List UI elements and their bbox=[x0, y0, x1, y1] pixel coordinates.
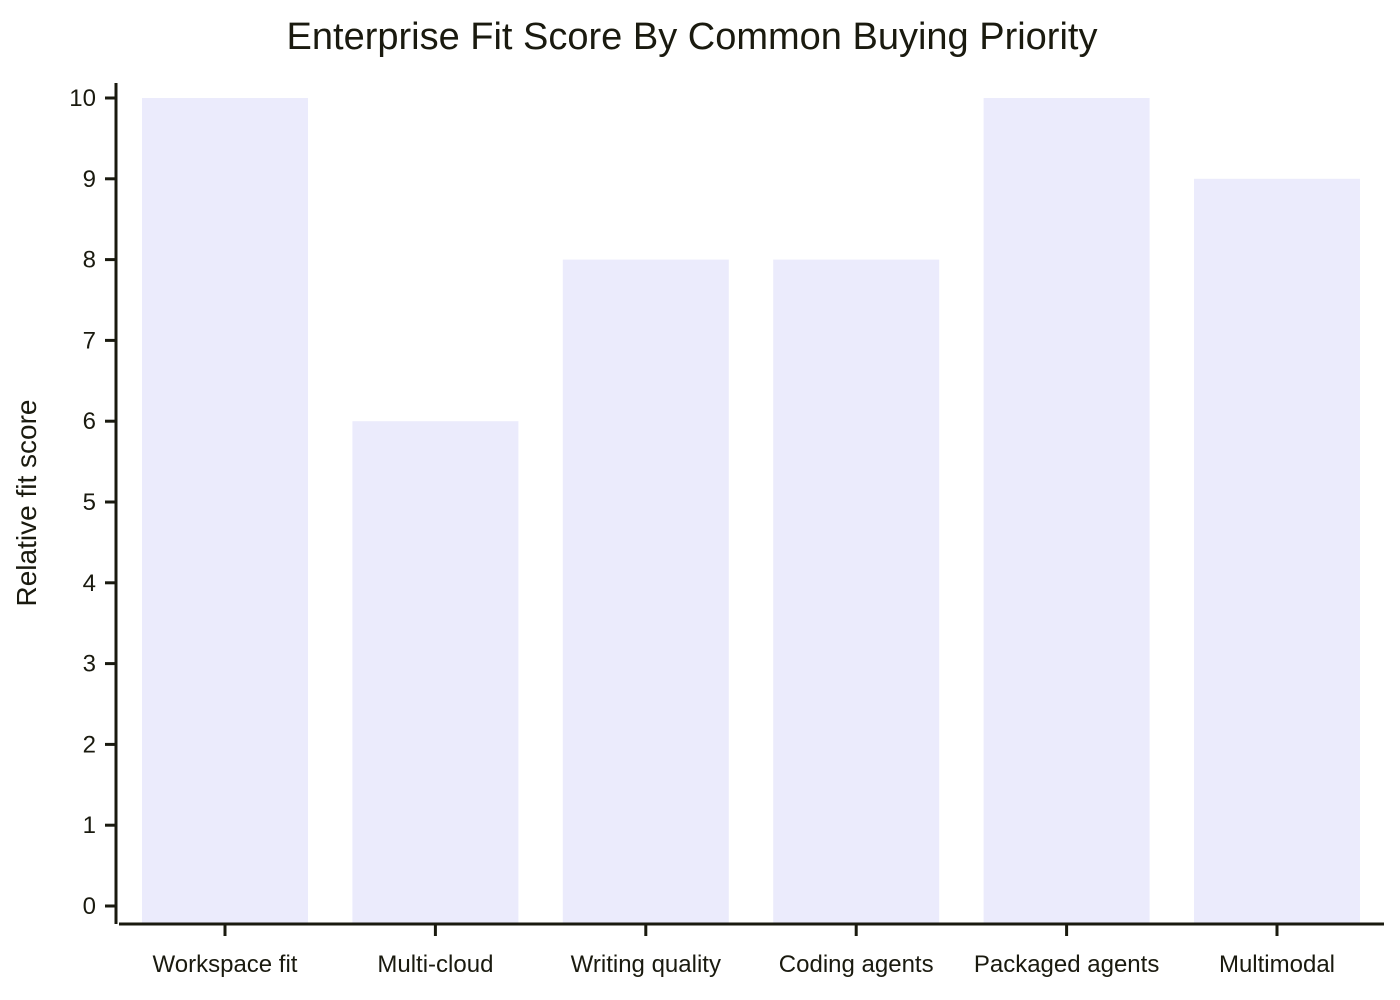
bar-packaged-agents bbox=[983, 98, 1150, 923]
y-tick-label: 5 bbox=[83, 489, 96, 516]
y-tick-label: 1 bbox=[83, 812, 96, 839]
bars-layer bbox=[142, 98, 1360, 924]
bar-multi-cloud bbox=[352, 421, 519, 923]
y-tick-label: 10 bbox=[69, 85, 96, 112]
axes-layer: 0 1 2 3 4 5 6 7 8 9 10 Workspace fit Multi-cloud Writ… bbox=[69, 83, 1384, 978]
x-tick-label: Writing quality bbox=[571, 951, 721, 978]
bar-writing-quality bbox=[562, 259, 729, 924]
chart-title: Enterprise Fit Score By Common Buying Pr… bbox=[286, 16, 1098, 58]
y-tick-label: 9 bbox=[83, 166, 96, 193]
x-tick-label: Coding agents bbox=[779, 951, 934, 978]
y-tick-label: 8 bbox=[83, 247, 96, 274]
bar-workspace-fit bbox=[142, 98, 308, 923]
y-tick-label: 0 bbox=[83, 893, 96, 920]
x-tick-label: Multi-cloud bbox=[377, 951, 493, 978]
x-tick-label: Workspace fit bbox=[153, 951, 298, 978]
y-tick-label: 7 bbox=[83, 327, 96, 354]
y-axis-label: Relative fit score bbox=[11, 400, 42, 607]
x-tick-label: Packaged agents bbox=[974, 951, 1159, 978]
bar-coding-agents bbox=[773, 259, 940, 924]
y-tick-label: 6 bbox=[83, 408, 96, 435]
bar-multimodal bbox=[1194, 178, 1360, 924]
y-tick-label: 4 bbox=[83, 570, 96, 597]
y-tick-label: 3 bbox=[83, 651, 96, 678]
x-tick-label: Multimodal bbox=[1219, 951, 1335, 978]
y-tick-label: 2 bbox=[83, 731, 96, 758]
